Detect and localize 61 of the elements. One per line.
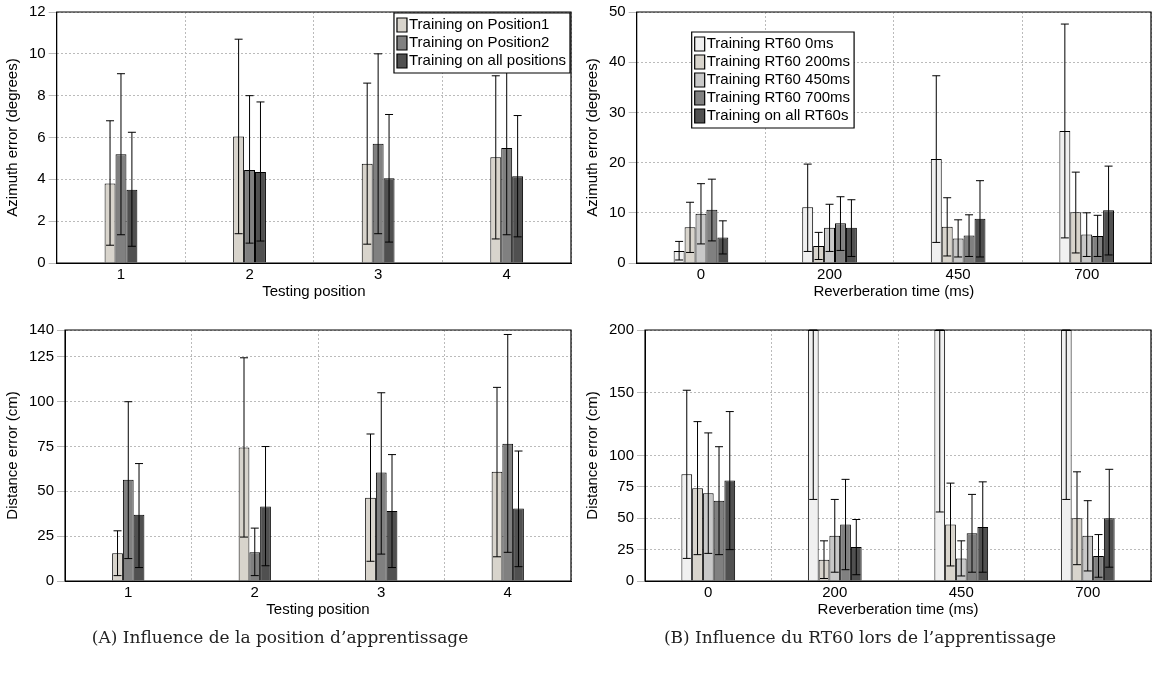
x-tick-label: 700 [1074,265,1100,283]
y-tick-label: 2 [37,211,46,229]
y-tick-label: 10 [29,43,46,61]
y-tick-label: 50 [609,2,626,20]
y-tick-label: 150 [609,382,635,400]
y-tick-label: 50 [37,481,55,499]
y-tick-label: 0 [617,253,626,271]
y-tick-label: 12 [29,2,46,20]
legend-label: Training RT60 200ms [706,52,851,70]
y-tick-label: 0 [37,253,46,271]
y-tick-label: 40 [609,52,626,70]
y-tick-label: 50 [617,508,635,526]
x-tick-label: 1 [116,265,126,283]
legend-label: Training on Position2 [408,33,550,51]
y-tick-label: 4 [37,169,46,187]
legend-label: Training on Position1 [408,15,550,33]
y-tick-label: 100 [29,391,55,409]
y-tick-label: 0 [625,571,635,589]
y-tick-label: 10 [609,202,626,220]
y-tick-label: 200 [609,320,635,338]
legend-label: Training RT60 700ms [706,88,851,106]
legend-label: Training on all positions [408,51,566,69]
y-axis-title: Azimuth error (degrees) [583,58,601,217]
x-axis-title: Testing position [262,282,366,300]
y-tick-label: 30 [609,102,626,120]
legend-label: Training RT60 450ms [706,70,851,88]
x-axis-title: Reverberation time (ms) [817,600,979,618]
y-tick-label: 100 [609,445,635,463]
y-tick-label: 20 [609,152,626,170]
y-tick-label: 25 [617,539,635,557]
y-tick-label: 25 [37,526,55,544]
y-tick-label: 125 [29,347,55,365]
x-tick-label: 700 [1075,583,1101,601]
y-axis-title: Azimuth error (degrees) [3,58,21,217]
y-tick-label: 140 [29,320,55,338]
y-axis-title: Distance error (cm) [583,391,601,520]
x-tick-label: 2 [245,265,254,283]
x-tick-label: 0 [696,265,706,283]
y-tick-label: 8 [37,85,46,103]
y-tick-label: 75 [37,436,55,454]
x-tick-label: 2 [250,583,259,601]
x-tick-label: 0 [704,583,713,601]
x-tick-label: 4 [503,583,512,601]
x-axis-title: Reverberation time (ms) [813,282,975,300]
x-tick-label: 3 [377,583,386,601]
y-tick-label: 75 [617,477,635,495]
x-tick-label: 4 [502,265,511,283]
y-axis-title: Distance error (cm) [3,391,21,520]
x-axis-title: Testing position [266,600,370,618]
legend-label: Training RT60 0ms [706,34,834,52]
x-tick-label: 450 [948,583,974,601]
x-tick-label: 3 [373,265,383,283]
text: (A) Influence de la position d’apprentissage [90,627,470,647]
y-tick-label: 0 [45,571,55,589]
x-tick-label: 1 [124,583,133,601]
legend-label: Training on all RT60s [706,106,849,124]
x-tick-label: 450 [945,265,971,283]
x-tick-label: 200 [817,265,843,283]
y-tick-label: 6 [37,127,46,145]
text: (B) Influence du RT60 lors de l’apprentissage [662,627,1058,647]
x-tick-label: 200 [822,583,848,601]
